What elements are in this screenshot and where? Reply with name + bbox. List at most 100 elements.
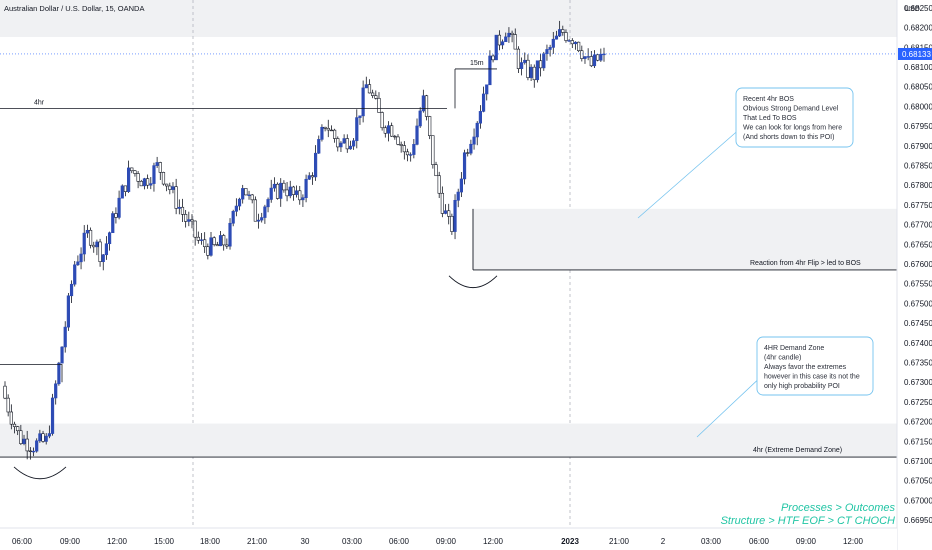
candle-body <box>190 219 194 222</box>
time-tick-label: 03:00 <box>701 537 722 546</box>
candle-body <box>329 129 334 132</box>
bos-note <box>735 87 854 148</box>
candle-body <box>383 127 387 134</box>
time-tick-label: 03:00 <box>342 537 363 546</box>
candle-body <box>66 295 70 328</box>
candle-body <box>589 56 593 67</box>
candle-body <box>469 143 473 154</box>
price-tick-label: 0.67600 <box>904 260 932 269</box>
candle-body <box>123 185 128 192</box>
candles-layer <box>3 20 606 460</box>
candle-body <box>561 29 565 33</box>
price-tick-label: 0.67400 <box>904 339 932 348</box>
candle-body <box>63 326 67 348</box>
note-line: Recent 4hr BOS <box>743 96 794 103</box>
candle-body <box>82 232 86 255</box>
candle-body <box>193 220 197 238</box>
candle-body <box>117 197 121 218</box>
candle-body <box>234 205 238 212</box>
candle-body <box>336 138 340 148</box>
candle-body <box>152 165 156 184</box>
candle-body <box>88 229 93 246</box>
candle-body <box>114 213 118 218</box>
demand-note <box>756 336 874 396</box>
candle-body <box>434 164 438 177</box>
price-tick-label: 0.67000 <box>904 496 932 505</box>
candle-body <box>16 426 20 432</box>
candle-body <box>187 219 191 222</box>
candle-body <box>507 32 511 38</box>
candle-body <box>421 95 425 112</box>
price-axis[interactable]: 0.68250 0.68200 0.68150 0.68100 0.68050 0.680… <box>896 0 932 550</box>
candle-body <box>206 246 210 256</box>
candle-body <box>532 66 536 81</box>
time-tick-label: 12:00 <box>843 537 864 546</box>
candle-body <box>209 237 213 256</box>
candle-body <box>301 197 305 201</box>
candle-body <box>453 199 457 232</box>
candle-body <box>228 222 232 247</box>
start-bracket <box>0 364 63 383</box>
low-arc <box>448 275 498 289</box>
candle-body <box>69 283 74 297</box>
price-tick-label: 0.67100 <box>904 457 932 466</box>
candle-body <box>402 145 406 153</box>
candle-body <box>437 175 441 194</box>
candle-body <box>516 48 521 69</box>
candle-body <box>317 139 321 154</box>
time-axis[interactable]: 06:00 09:00 12:00 15:00 18:00 21:00 30 03:00 06:… <box>0 527 897 550</box>
candle-body <box>3 385 7 399</box>
candle-body <box>98 241 102 263</box>
price-axis-bg <box>897 0 932 550</box>
candle-body <box>104 243 109 256</box>
candle-body <box>494 34 498 61</box>
candle-body <box>405 151 410 156</box>
candle-body <box>326 127 330 131</box>
candle-body <box>323 126 327 129</box>
note-line: only high probability POI <box>764 383 840 390</box>
candle-body <box>374 95 378 99</box>
candle-body <box>107 232 112 245</box>
candle-body <box>342 138 346 144</box>
candle-body <box>41 433 45 442</box>
candle-body <box>462 152 467 180</box>
candle-body <box>424 95 429 117</box>
note-line: 4HR Demand Zone <box>764 345 824 352</box>
currency-label: USD <box>905 6 920 13</box>
footer-line-2: Structure > HTF EOF > CT CHOCH <box>721 515 895 527</box>
price-tick-label: 0.67700 <box>904 221 932 230</box>
time-tick-label: 21:00 <box>609 537 630 546</box>
candle-body <box>158 162 162 173</box>
candle-body <box>73 264 77 285</box>
candle-body <box>380 112 384 129</box>
time-tick-label: 09:00 <box>436 537 457 546</box>
zones-layer: Reaction from 4hr Flip > led to BOS 4hr (… <box>0 208 897 458</box>
annotations-layer: 4hr 15m Recent 4hr BOS Obvious Strong Deman… <box>0 53 897 480</box>
candle-body <box>377 97 381 113</box>
candle-body <box>149 183 153 186</box>
candle-body <box>570 40 574 45</box>
time-tick-label: 12:00 <box>107 537 128 546</box>
candle-body <box>174 186 178 209</box>
candle-body <box>567 40 571 42</box>
note-line: Obvious Strong Demand Level <box>743 106 839 113</box>
candle-body <box>253 199 257 222</box>
price-tick-label: 0.68100 <box>904 63 932 72</box>
candle-body <box>393 135 397 138</box>
price-tick-label: 0.68000 <box>904 102 932 111</box>
candle-body <box>440 192 444 214</box>
candle-body <box>282 182 286 191</box>
candle-body <box>558 29 562 37</box>
price-tick-label: 0.68050 <box>904 83 932 92</box>
price-tick-label: 0.67300 <box>904 378 932 387</box>
candle-body <box>12 423 17 427</box>
candle-body <box>418 110 422 127</box>
candle-body <box>165 183 169 187</box>
time-tick-label: 2023 <box>561 537 579 546</box>
price-tick-label: 0.68250 <box>904 4 932 13</box>
price-tick-label: 0.67200 <box>904 418 932 427</box>
price-tick-label: 0.67050 <box>904 477 932 486</box>
candle-body <box>95 241 99 248</box>
grid <box>0 0 897 528</box>
